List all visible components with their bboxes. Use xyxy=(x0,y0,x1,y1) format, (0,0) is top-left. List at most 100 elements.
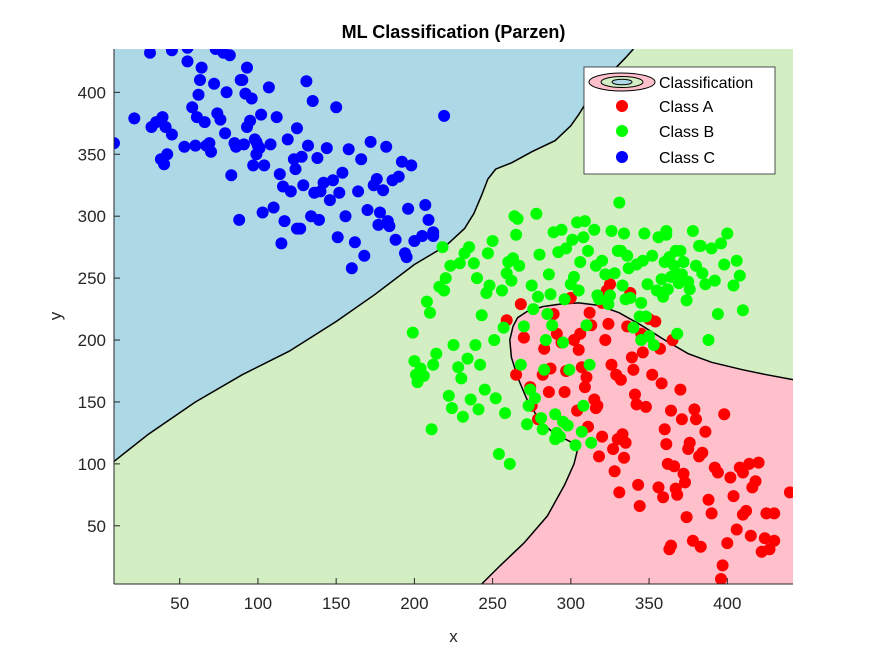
point-class-b xyxy=(455,372,468,385)
point-class-c xyxy=(208,77,221,90)
point-class-a xyxy=(625,351,638,364)
point-class-c xyxy=(270,111,283,124)
point-class-a xyxy=(591,399,604,412)
point-class-c xyxy=(361,204,374,216)
point-class-b xyxy=(492,448,505,460)
point-class-a xyxy=(619,436,632,449)
point-class-b xyxy=(447,339,460,351)
point-class-b xyxy=(627,321,640,334)
point-class-a xyxy=(690,413,702,426)
point-class-a xyxy=(727,490,740,503)
point-class-c xyxy=(345,262,358,275)
point-class-c xyxy=(267,201,280,214)
point-class-b xyxy=(660,228,673,241)
legend-label-classification: Classification xyxy=(659,75,753,92)
legend-label-class-c: Class C xyxy=(659,150,715,167)
point-class-b xyxy=(475,309,488,322)
point-class-c xyxy=(352,185,365,198)
point-class-a xyxy=(768,534,781,547)
legend-marker-class-c xyxy=(616,151,628,163)
point-class-b xyxy=(674,244,687,257)
point-class-b xyxy=(514,358,527,371)
point-class-b xyxy=(646,249,659,262)
point-class-a xyxy=(683,436,696,449)
point-class-b xyxy=(517,320,530,333)
point-class-a xyxy=(542,386,555,398)
point-class-a xyxy=(671,488,684,501)
point-class-c xyxy=(389,233,402,246)
point-class-c xyxy=(233,213,246,226)
point-class-c xyxy=(416,230,429,242)
point-class-b xyxy=(496,284,508,297)
legend-label-class-b: Class B xyxy=(659,124,714,141)
point-class-a xyxy=(602,317,615,330)
point-class-c xyxy=(165,49,178,57)
point-class-c xyxy=(244,114,257,127)
point-class-b xyxy=(618,227,630,240)
point-class-c xyxy=(339,210,352,223)
point-class-c xyxy=(217,49,230,59)
point-class-a xyxy=(646,368,659,381)
point-class-a xyxy=(629,388,641,401)
y-tick-label: 250 xyxy=(78,269,106,288)
point-class-c xyxy=(300,75,313,88)
point-class-b xyxy=(436,241,449,254)
point-class-b xyxy=(641,278,654,291)
point-class-c xyxy=(284,185,297,198)
point-class-b xyxy=(427,358,440,371)
point-class-b xyxy=(513,259,526,272)
point-class-b xyxy=(582,244,594,257)
point-class-b xyxy=(588,223,601,236)
point-class-c xyxy=(336,166,349,179)
point-class-b xyxy=(453,257,466,270)
point-class-c xyxy=(395,155,408,168)
point-class-c xyxy=(297,179,310,192)
point-class-a xyxy=(744,529,757,542)
point-class-c xyxy=(256,206,269,219)
point-class-b xyxy=(542,268,555,281)
point-class-a xyxy=(668,460,681,473)
point-class-c xyxy=(419,199,432,211)
point-class-c xyxy=(192,88,205,101)
point-class-a xyxy=(768,507,781,520)
point-class-b xyxy=(549,408,562,421)
point-class-a xyxy=(607,443,620,455)
point-class-a xyxy=(636,346,649,359)
point-class-c xyxy=(291,222,303,235)
point-class-a xyxy=(627,363,640,376)
point-class-b xyxy=(420,295,433,308)
point-class-b xyxy=(575,425,588,438)
point-class-c xyxy=(144,49,156,59)
point-class-b xyxy=(585,436,598,449)
point-class-b xyxy=(546,319,559,332)
point-class-b xyxy=(532,290,544,303)
point-class-c xyxy=(275,237,288,250)
point-class-b xyxy=(616,279,629,292)
point-class-b xyxy=(486,235,499,247)
point-class-a xyxy=(730,523,743,536)
point-class-a xyxy=(605,358,618,371)
point-class-b xyxy=(566,233,579,246)
point-class-b xyxy=(680,294,693,307)
x-tick-label: 400 xyxy=(713,594,741,613)
point-class-b xyxy=(577,231,590,244)
point-class-a xyxy=(721,537,734,550)
point-class-b xyxy=(596,254,609,267)
point-class-b xyxy=(442,389,455,402)
x-tick-label: 100 xyxy=(244,594,272,613)
point-class-c xyxy=(291,122,303,135)
point-class-c xyxy=(114,137,120,150)
point-class-b xyxy=(696,267,709,280)
point-class-b xyxy=(488,334,501,346)
point-class-c xyxy=(194,74,206,86)
point-class-a xyxy=(608,465,621,478)
point-class-b xyxy=(541,308,554,320)
point-class-a xyxy=(749,475,762,488)
point-class-b xyxy=(555,223,568,236)
point-class-a xyxy=(517,331,530,344)
point-class-c xyxy=(181,49,194,54)
point-class-a xyxy=(724,471,737,484)
point-class-c xyxy=(400,251,413,264)
point-class-b xyxy=(463,241,476,254)
point-class-b xyxy=(533,248,546,261)
